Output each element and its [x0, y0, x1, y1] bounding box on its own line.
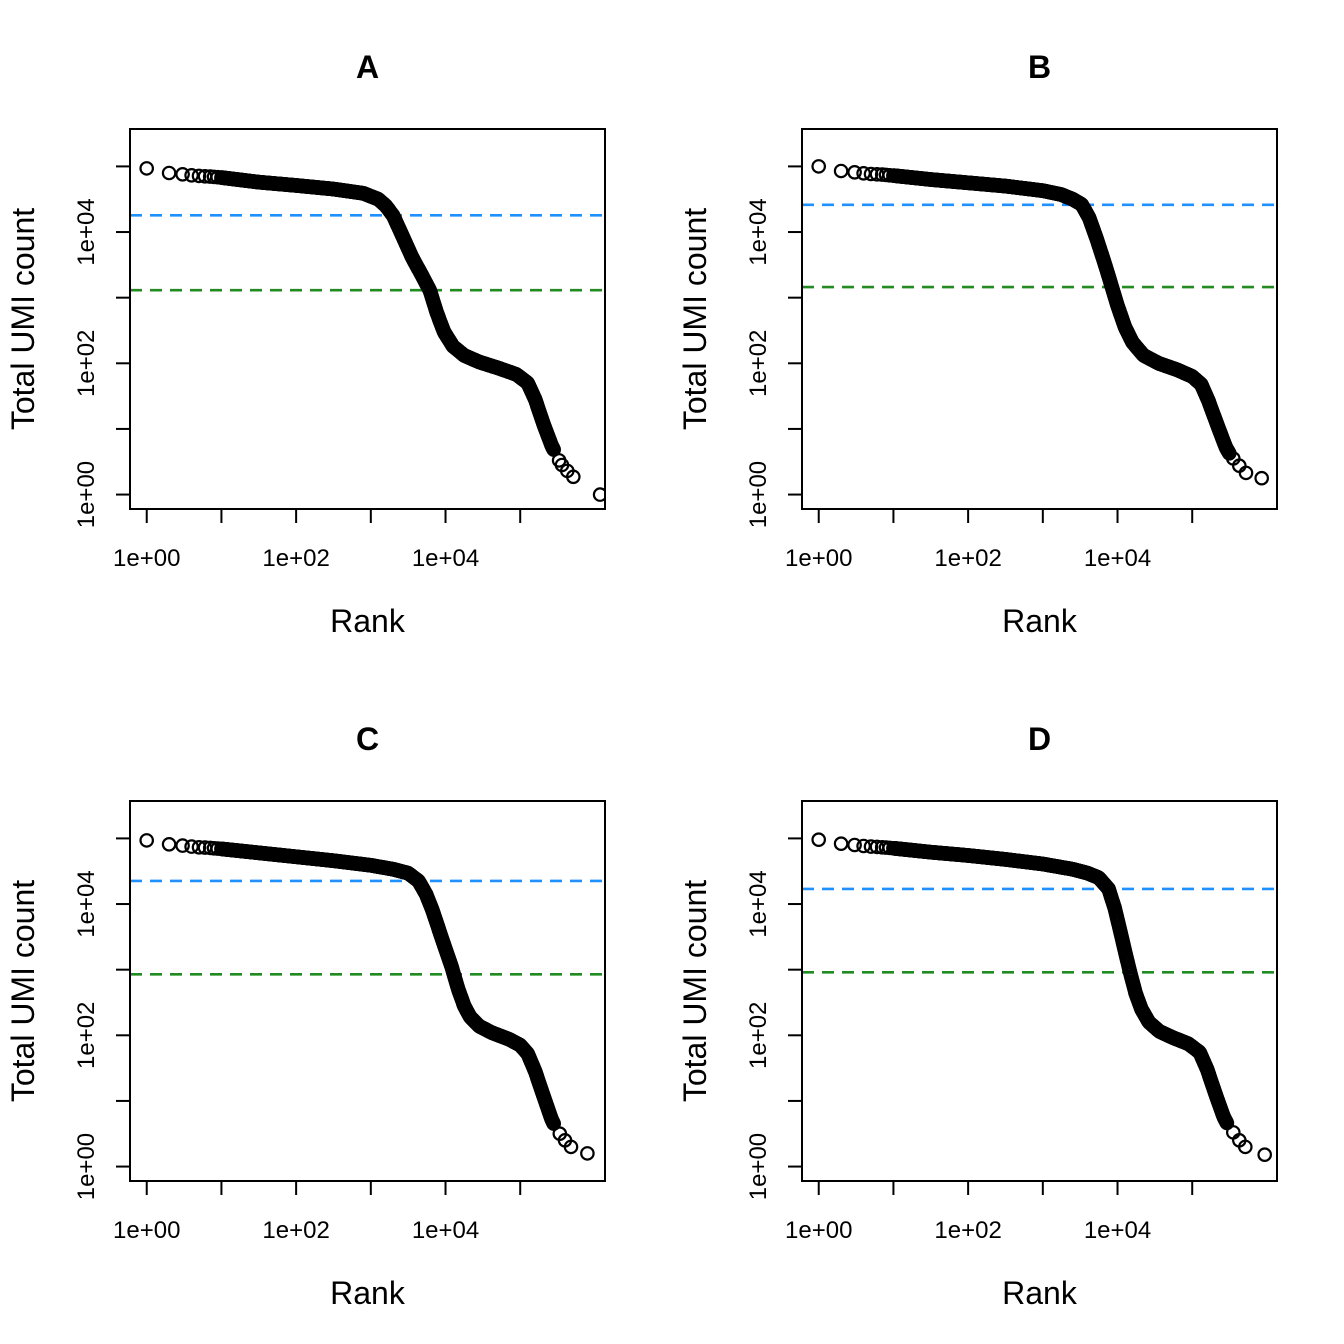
x-axis-label: Rank — [330, 603, 406, 639]
plot-box — [129, 128, 606, 510]
y-tick-label: 1e+00 — [745, 1133, 772, 1200]
y-axis-label: Total UMI count — [5, 208, 41, 430]
y-tick-label: 1e+02 — [73, 330, 100, 397]
y-tick-label: 1e+00 — [73, 1133, 100, 1200]
x-tick-label: 1e+02 — [262, 1217, 329, 1244]
x-tick-label: 1e+04 — [1084, 545, 1151, 572]
data-points — [811, 832, 1272, 1162]
panel-title: C — [356, 721, 379, 757]
x-tick-label: 1e+00 — [113, 545, 180, 572]
y-tick-label: 1e+04 — [745, 870, 772, 937]
panel-title: B — [1028, 49, 1051, 85]
x-axis-label: Rank — [330, 1275, 406, 1311]
y-tick-label: 1e+02 — [745, 330, 772, 397]
data-points — [139, 161, 605, 502]
panel-title: D — [1028, 721, 1051, 757]
x-tick-label: 1e+00 — [113, 1217, 180, 1244]
y-tick-label: 1e+00 — [745, 461, 772, 528]
y-tick-label: 1e+04 — [745, 198, 772, 265]
panel-b: 1e+00 1e+02 1e+04 1e+00 1e+02 1e+04 B Rank Total… — [672, 0, 1344, 672]
x-tick-label: 1e+02 — [934, 1217, 1001, 1244]
data-points — [811, 159, 1269, 486]
y-tick-label: 1e+02 — [745, 1002, 772, 1069]
plot-box — [801, 128, 1278, 510]
x-tick-label: 1e+04 — [412, 545, 479, 572]
x-axis-label: Rank — [1002, 603, 1078, 639]
plot-c: 1e+00 1e+02 1e+04 1e+00 1e+02 1e+04 C Rank Total… — [5, 721, 606, 1311]
plot-box — [129, 800, 606, 1182]
plot-a: 1e+00 1e+02 1e+04 1e+00 1e+02 1e+04 A Rank Total… — [5, 49, 606, 639]
y-axis-label: Total UMI count — [677, 208, 713, 430]
y-axis-label: Total UMI count — [677, 880, 713, 1102]
x-tick-label: 1e+02 — [934, 545, 1001, 572]
y-tick-label: 1e+04 — [73, 198, 100, 265]
panel-title: A — [356, 49, 379, 85]
y-axis-label: Total UMI count — [5, 880, 41, 1102]
y-tick-label: 1e+00 — [73, 461, 100, 528]
x-tick-label: 1e+04 — [412, 1217, 479, 1244]
panel-c: 1e+00 1e+02 1e+04 1e+00 1e+02 1e+04 C Rank Total… — [0, 672, 672, 1344]
panel-a: 1e+00 1e+02 1e+04 1e+00 1e+02 1e+04 A Rank Total… — [0, 0, 672, 672]
x-axis-label: Rank — [1002, 1275, 1078, 1311]
x-tick-label: 1e+00 — [785, 545, 852, 572]
x-tick-label: 1e+04 — [1084, 1217, 1151, 1244]
plot-box — [801, 800, 1278, 1182]
data-points — [139, 833, 595, 1161]
plot-d: 1e+00 1e+02 1e+04 1e+00 1e+02 1e+04 D Rank Total… — [677, 721, 1278, 1311]
panel-d: 1e+00 1e+02 1e+04 1e+00 1e+02 1e+04 D Rank Total… — [672, 672, 1344, 1344]
plot-b: 1e+00 1e+02 1e+04 1e+00 1e+02 1e+04 B Rank Total… — [677, 49, 1278, 639]
x-tick-label: 1e+00 — [785, 1217, 852, 1244]
x-tick-label: 1e+02 — [262, 545, 329, 572]
y-tick-label: 1e+04 — [73, 870, 100, 937]
y-tick-label: 1e+02 — [73, 1002, 100, 1069]
